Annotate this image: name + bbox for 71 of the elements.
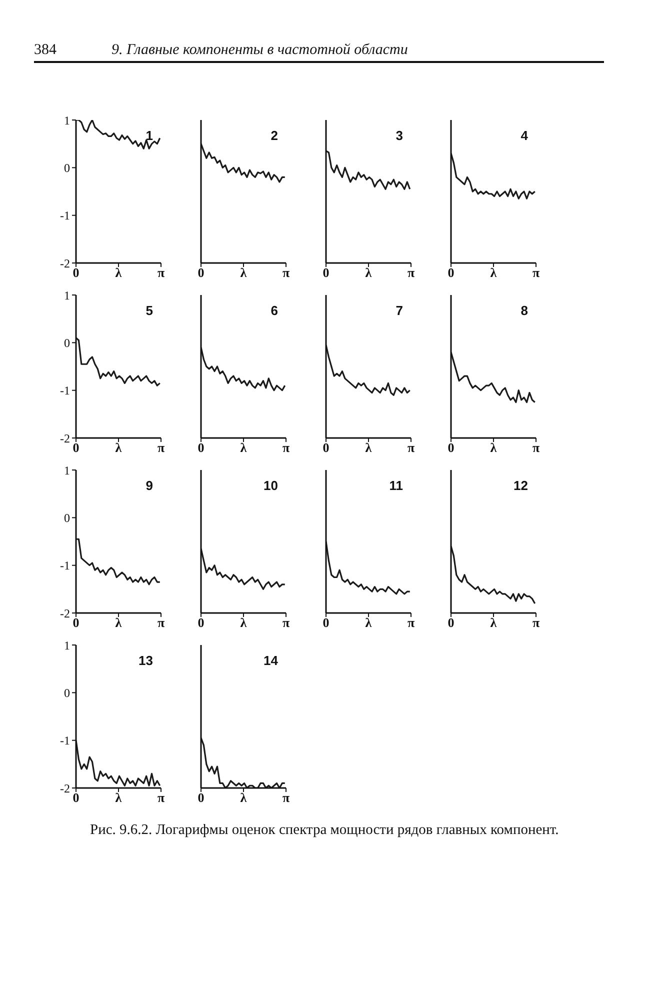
x-tick-label: π [282,440,290,456]
x-tick-label: 0 [322,265,330,280]
text: 1 [146,128,153,143]
y-tick-label: 1 [64,638,70,652]
text: 7 [396,303,403,318]
y-tick-label: 0 [64,510,70,525]
x-tick-label: π [282,265,290,280]
x-tick-label: 0 [198,615,204,630]
x-tick-label: π [407,265,415,280]
text: 5 [146,303,153,318]
x-tick-label: π [157,440,165,456]
x-tick-label: π [157,790,165,806]
x-tick-label: λ [115,265,122,280]
x-tick-label: λ [240,265,248,280]
text: 9 [146,478,153,493]
y-tick-label: -1 [60,558,70,573]
text: 13 [138,653,153,668]
x-tick-label: π [282,790,290,806]
y-tick-label: -1 [60,208,70,223]
x-tick-label: λ [490,615,498,630]
text: 12 [514,478,528,493]
text: 11 [389,478,403,493]
x-tick-label: 0 [322,440,330,456]
x-tick-label: 0 [448,265,454,280]
text: Рис. 9.6.2. Логарифмы оценок спектра мощности рядов главных компонент. [90,822,560,839]
x-tick-label: λ [240,440,248,456]
x-tick-label: λ [115,440,122,456]
y-tick-label: -2 [60,606,70,620]
x-tick-label: π [407,440,415,456]
text: 10 [264,478,278,493]
x-tick-label: λ [490,265,498,280]
x-tick-label: 0 [198,265,204,280]
y-tick-label: 0 [64,336,70,350]
y-tick-label: -1 [60,384,70,398]
x-tick-label: π [532,265,540,280]
x-tick-label: π [532,615,540,630]
text: 384 [34,42,56,59]
x-tick-label: λ [115,790,122,806]
x-tick-label: λ [240,790,248,806]
x-tick-label: π [157,265,165,280]
x-tick-label: λ [240,615,248,630]
x-tick-label: π [407,615,415,630]
text: 14 [264,653,278,668]
y-tick-label: 0 [64,686,70,700]
text: 8 [520,303,528,318]
text: 6 [270,303,278,318]
x-tick-label: 0 [198,440,204,456]
y-tick-label: -2 [60,256,70,270]
x-tick-label: π [282,615,290,630]
y-tick-label: 1 [64,113,70,128]
x-tick-label: λ [115,615,122,630]
x-tick-label: λ [365,615,372,630]
x-tick-label: 0 [198,790,204,806]
y-tick-label: 1 [64,288,70,302]
y-tick-label: 1 [64,463,70,478]
x-tick-label: λ [365,265,372,280]
x-tick-label: 0 [322,615,330,630]
y-tick-label: -1 [60,734,70,748]
x-tick-label: π [532,440,540,456]
x-tick-label: λ [490,440,498,456]
x-tick-label: π [157,615,165,630]
y-tick-label: -2 [60,781,70,796]
text: 4 [520,128,528,143]
text: 9. Главные компоненты в частотной области [112,42,408,59]
text: 2 [270,128,278,143]
x-tick-label: 0 [448,440,454,456]
y-tick-label: -2 [60,431,70,446]
y-tick-label: 0 [64,160,70,175]
text: 3 [396,128,403,143]
x-tick-label: 0 [448,615,454,630]
x-tick-label: λ [365,440,372,456]
